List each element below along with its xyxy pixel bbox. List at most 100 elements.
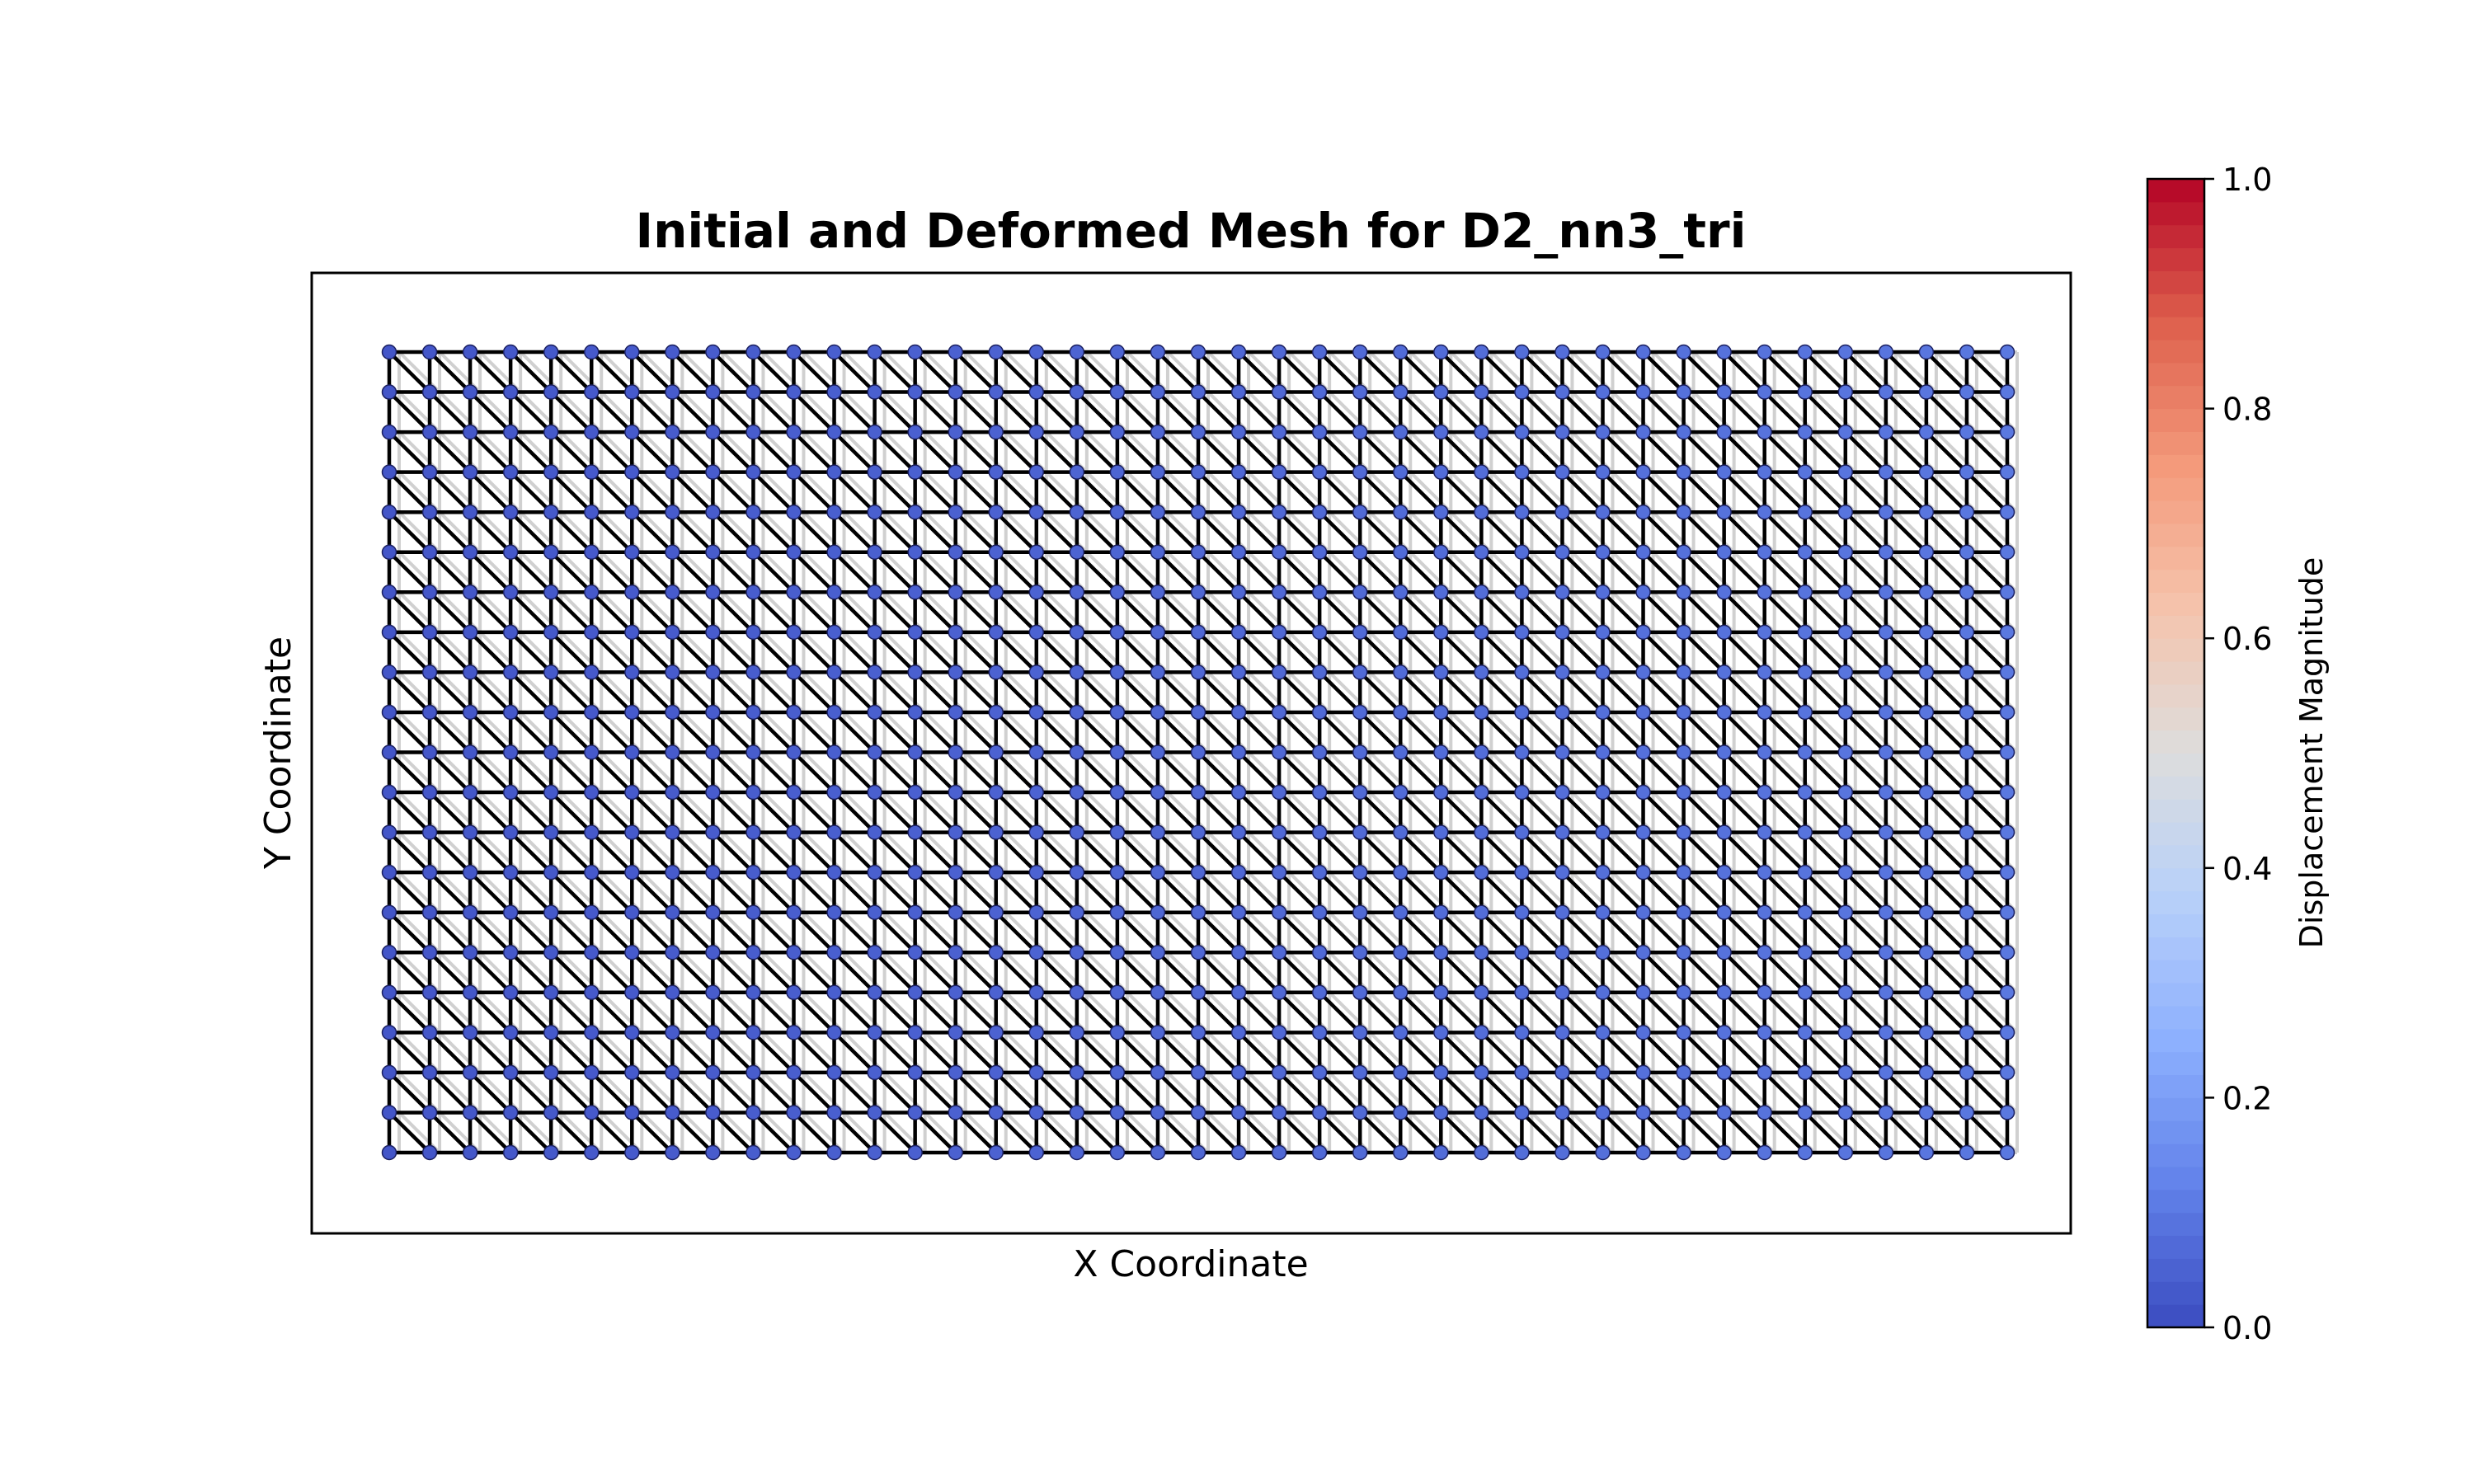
mesh-node <box>1109 1144 1126 1161</box>
mesh-node <box>1028 824 1045 840</box>
colorbar-band <box>2147 591 2204 616</box>
mesh-node <box>1878 1144 1894 1161</box>
mesh-node <box>462 544 478 560</box>
mesh-node <box>421 464 438 480</box>
mesh-node <box>1474 585 1489 600</box>
mesh-node <box>1352 624 1368 641</box>
colorbar-tick-label: 0.6 <box>2222 621 2272 657</box>
mesh-node <box>1109 984 1126 1001</box>
mesh-node <box>1918 904 1935 920</box>
mesh-node <box>1716 384 1732 400</box>
mesh-node <box>705 384 721 400</box>
mesh-node <box>1878 424 1894 440</box>
mesh-node <box>1676 544 1691 560</box>
mesh-node <box>745 1105 761 1120</box>
mesh-node <box>1028 464 1045 480</box>
mesh-node <box>1352 1144 1368 1161</box>
mesh-node <box>1150 824 1166 840</box>
mesh-node <box>1635 624 1651 641</box>
mesh-node <box>1716 665 1732 680</box>
mesh-node <box>1676 744 1691 760</box>
mesh-node <box>1028 665 1045 680</box>
mesh-node <box>1837 665 1854 680</box>
colorbar-band <box>2147 1143 2204 1167</box>
mesh-node <box>1352 424 1368 440</box>
mesh-node <box>1028 1064 1045 1081</box>
mesh-node <box>381 784 397 801</box>
mesh-node <box>1837 624 1854 641</box>
mesh-node <box>584 1064 600 1081</box>
mesh-node <box>1999 1144 2015 1161</box>
mesh-node <box>1999 624 2015 641</box>
mesh-node <box>826 544 842 560</box>
mesh-node <box>1352 1105 1368 1120</box>
mesh-node <box>826 424 842 440</box>
mesh-node <box>1959 464 1975 480</box>
mesh-node <box>1595 864 1611 881</box>
colorbar-band <box>2147 201 2204 226</box>
mesh-node <box>1514 624 1530 641</box>
mesh-node <box>1271 585 1287 600</box>
mesh-node <box>1393 585 1409 600</box>
mesh-node <box>1311 824 1328 840</box>
mesh-node <box>988 904 1004 920</box>
mesh-node <box>1918 504 1935 520</box>
mesh-node <box>1311 504 1328 520</box>
mesh-node <box>1109 945 1126 960</box>
mesh-node <box>1878 1025 1894 1040</box>
mesh-node <box>1271 544 1287 560</box>
mesh-node <box>1352 1064 1368 1081</box>
mesh-node <box>1878 784 1894 801</box>
colorbar-tick-label: 0.8 <box>2222 392 2272 428</box>
mesh-node <box>1959 1144 1975 1161</box>
mesh-node <box>1959 1064 1975 1081</box>
mesh-node <box>502 1064 519 1081</box>
mesh-node <box>907 424 923 440</box>
mesh-node <box>1433 945 1449 960</box>
mesh-node <box>1311 984 1328 1001</box>
mesh-node <box>826 904 842 920</box>
mesh-node <box>1878 665 1894 680</box>
mesh-node <box>1230 1105 1247 1120</box>
mesh-node <box>1311 665 1328 680</box>
mesh-node <box>1554 384 1570 400</box>
mesh-node <box>1959 904 1975 920</box>
mesh-node <box>1514 945 1530 960</box>
mesh-node <box>1716 744 1732 760</box>
mesh-node <box>624 344 640 360</box>
mesh-node <box>867 665 882 680</box>
mesh-node <box>948 344 963 360</box>
mesh-node <box>462 504 478 520</box>
mesh-node <box>1999 864 2015 881</box>
mesh-node <box>1595 464 1611 480</box>
mesh-node <box>988 464 1004 480</box>
mesh-node <box>1635 1105 1651 1120</box>
mesh-node <box>1433 344 1449 360</box>
mesh-node <box>1069 424 1085 440</box>
mesh-node <box>1716 424 1732 440</box>
mesh-node <box>1150 504 1166 520</box>
mesh-node <box>1150 945 1166 960</box>
mesh-node <box>1918 544 1935 560</box>
mesh-node <box>948 904 963 920</box>
mesh-node <box>1474 784 1489 801</box>
mesh-node <box>1959 665 1975 680</box>
mesh-node <box>907 344 923 360</box>
mesh-node <box>421 1105 438 1120</box>
mesh-node <box>705 585 721 600</box>
mesh-node <box>1918 665 1935 680</box>
mesh-node <box>1109 624 1126 641</box>
mesh-node <box>1635 824 1651 840</box>
mesh-node <box>1797 945 1813 960</box>
mesh-node <box>1878 585 1894 600</box>
mesh-node <box>1109 504 1126 520</box>
mesh-node <box>421 984 438 1001</box>
mesh-node <box>1311 384 1328 400</box>
mesh-node <box>502 824 519 840</box>
colorbar-band <box>2147 293 2204 317</box>
mesh-node <box>1069 784 1085 801</box>
mesh-node <box>543 824 559 840</box>
colorbar-tick-label: 1.0 <box>2222 162 2272 198</box>
mesh-node <box>1797 1025 1813 1040</box>
mesh-node <box>584 945 600 960</box>
